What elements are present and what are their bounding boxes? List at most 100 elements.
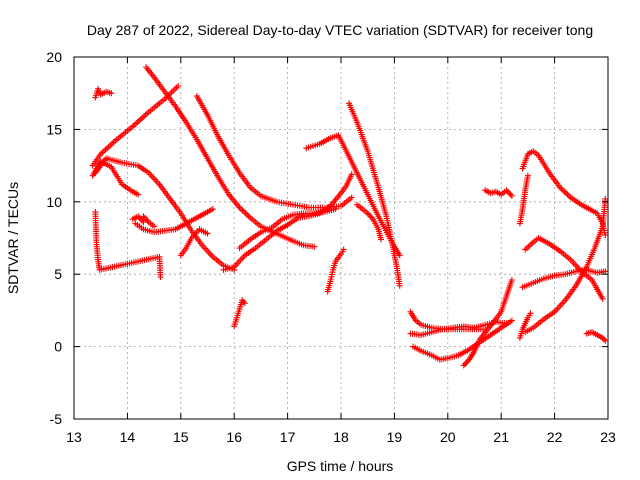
data-point [407,330,422,338]
data-point [359,206,369,215]
data-point [273,198,294,208]
x-tick-label: 13 [66,429,82,445]
data-point [354,119,370,153]
data-point [247,214,263,228]
data-point [578,201,594,213]
series-track-26 [522,195,609,336]
data-point [364,148,381,189]
data-point [516,328,525,341]
series-track-23 [519,148,609,239]
series-track-06 [193,93,355,211]
data-point [161,88,178,108]
series-track-12 [236,206,339,252]
x-tick-label: 14 [120,429,136,445]
grid-lines [74,57,608,419]
data-point [209,253,225,268]
series-track-13 [231,297,248,330]
y-tick-label: 15 [46,121,62,137]
data-point [132,220,145,231]
data-point [145,219,158,230]
data-point [273,222,289,234]
data-point [599,195,609,230]
data-point [444,352,460,362]
data-point [196,226,211,237]
data-point [562,284,578,304]
data-point [239,297,248,307]
data-point [338,194,355,210]
data-point [177,246,188,259]
data-point [151,74,167,93]
data-point [188,228,201,241]
data-point [354,201,364,211]
data-point [97,89,108,98]
series-track-29 [516,172,531,227]
x-tick-labels: 13 14 15 16 17 18 19 20 21 22 23 [66,429,616,445]
data-point [487,325,503,339]
data-point [183,237,194,252]
data-point [279,212,294,223]
data-point [412,317,423,327]
data-point [329,260,338,273]
data-point [236,169,252,189]
data-point [530,236,540,246]
data-point [546,169,562,189]
data-point [346,100,360,124]
data-point [519,316,531,333]
x-tick-label: 17 [280,429,296,445]
data-point [103,88,115,97]
data-point [455,347,471,359]
series-track-28 [516,310,534,341]
data-point [460,358,471,369]
data-point [594,268,609,276]
series-track-16 [324,246,347,295]
data-point [129,110,151,130]
data-point [354,169,370,196]
data-point [492,310,503,323]
data-point [546,240,562,253]
data-point [92,208,100,244]
data-point [428,352,441,362]
data-point [594,210,605,225]
data-point [268,217,284,231]
y-tick-labels: -5 0 5 10 15 20 [46,49,62,427]
series-track-25 [522,235,606,302]
data-point [498,294,509,315]
data-point [93,239,101,261]
series-track-09 [140,213,158,230]
data-point [343,148,360,174]
data-point [135,213,147,226]
data-point [332,252,343,265]
data-point [284,215,300,228]
data-point [252,237,268,252]
data-point [530,148,540,158]
data-point [487,189,498,197]
x-tick-label: 23 [600,429,616,445]
data-point [375,213,391,238]
axis-ticks [73,56,609,420]
data-point [108,164,124,186]
data-point [599,334,609,344]
x-tick-label: 19 [387,429,403,445]
data-point [588,207,599,216]
data-point [492,188,503,197]
y-tick-label: 5 [54,266,62,282]
x-axis-title: GPS time / hours [287,458,394,474]
data-point [567,194,583,207]
series-track-05 [143,64,318,250]
data-point [119,159,139,169]
data-point [588,329,599,338]
data-point [324,280,333,295]
data-point [540,273,556,282]
series-track-17 [354,201,385,243]
data-point [156,253,164,281]
data-point [145,169,161,186]
data-point [503,187,515,200]
data-point [522,172,531,194]
series-track-02 [89,82,182,169]
data-point [119,181,134,194]
x-tick-label: 18 [333,429,349,445]
data-point [556,248,572,262]
data-point [394,265,403,289]
data-point [220,264,236,273]
data-point [519,280,535,291]
